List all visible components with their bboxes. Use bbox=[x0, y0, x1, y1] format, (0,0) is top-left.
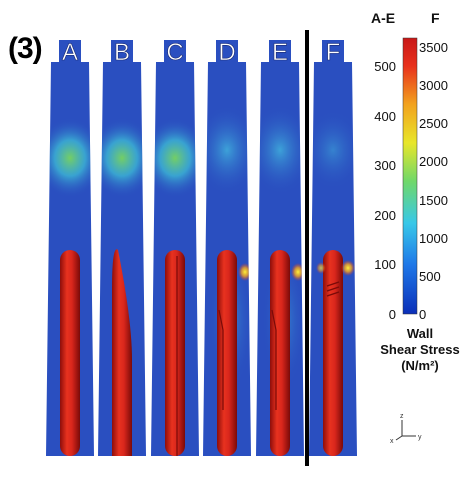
tick-right-1500: 1500 bbox=[419, 192, 448, 208]
axis-x-label: x bbox=[390, 438, 394, 444]
axis-z-label: z bbox=[400, 413, 404, 420]
device-rod bbox=[60, 250, 80, 456]
axes-triad-icon: z y x bbox=[390, 413, 422, 444]
device-rod bbox=[323, 250, 343, 456]
column-label-c: C bbox=[166, 39, 183, 66]
vessel-column-c: C bbox=[151, 39, 199, 456]
column-label-a: A bbox=[62, 39, 78, 66]
colorbar-title-line1: Wall bbox=[406, 326, 434, 341]
device-rod bbox=[112, 249, 132, 456]
vessel-column-a: A bbox=[46, 39, 94, 456]
vessel-column-f: F bbox=[309, 39, 357, 456]
tick-right-2500: 2500 bbox=[419, 116, 448, 132]
scale-f-title: F bbox=[431, 10, 440, 26]
tick-left-200: 200 bbox=[374, 207, 396, 223]
device-rod bbox=[217, 250, 237, 456]
device-rod bbox=[270, 250, 290, 456]
tick-left-400: 400 bbox=[374, 108, 396, 124]
scale-a-e-title: A-E bbox=[371, 10, 396, 26]
tick-right-0: 0 bbox=[419, 307, 427, 322]
tick-left-100: 100 bbox=[374, 257, 396, 273]
tick-right-500: 500 bbox=[419, 268, 441, 284]
tick-left-0: 0 bbox=[388, 307, 396, 322]
tick-right-3000: 3000 bbox=[419, 78, 448, 94]
device-rod bbox=[165, 250, 185, 456]
panel-label: (3) bbox=[8, 32, 43, 65]
colorbar-title-line3: (N/m²) bbox=[401, 358, 439, 373]
column-label-d: D bbox=[218, 39, 235, 66]
colorbar-title-line2: Shear Stress bbox=[380, 342, 460, 357]
tick-left-300: 300 bbox=[374, 158, 396, 174]
tick-left-500: 500 bbox=[374, 59, 396, 74]
tick-right-3500: 3500 bbox=[419, 40, 448, 55]
vessel-column-d: D bbox=[203, 39, 251, 456]
vessel-column-b: B bbox=[98, 39, 146, 456]
vessel-columns: A B C D E F bbox=[46, 39, 357, 456]
tick-right-2000: 2000 bbox=[419, 154, 448, 170]
column-label-b: B bbox=[114, 39, 130, 66]
column-label-e: E bbox=[272, 39, 288, 66]
axis-y-label: y bbox=[418, 434, 422, 441]
colorbar-title: Wall Shear Stress (N/m²) bbox=[380, 326, 460, 374]
vessel-column-e: E bbox=[256, 39, 304, 456]
tick-right-1000: 1000 bbox=[419, 230, 448, 246]
column-label-f: F bbox=[326, 39, 341, 66]
colorbar bbox=[402, 37, 418, 315]
